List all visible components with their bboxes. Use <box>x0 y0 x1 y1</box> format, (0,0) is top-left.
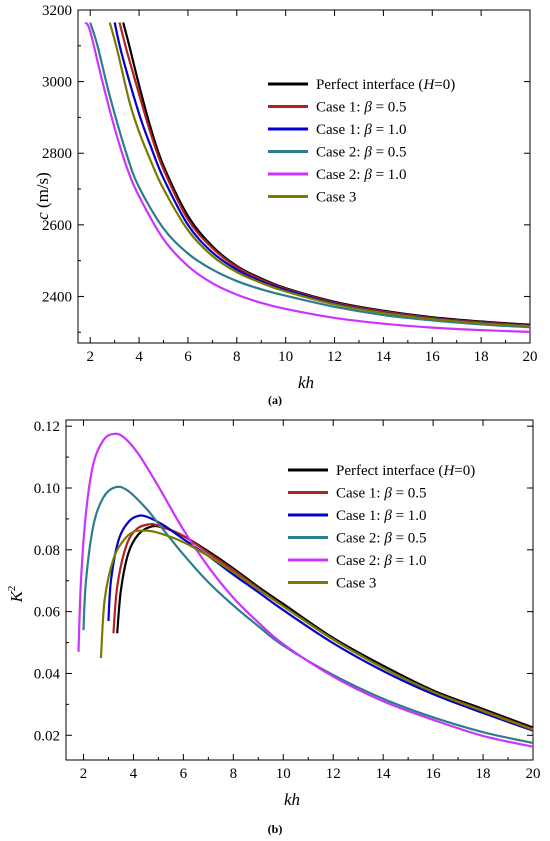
legend-label-4: Case 2: β = 0.5 <box>336 531 427 547</box>
series-line-6 <box>99 529 534 731</box>
legend-label-3: Case 1: β = 1.0 <box>336 508 427 524</box>
legend-label-3: Case 1: β = 1.0 <box>316 122 407 138</box>
panel-b-series <box>77 432 534 748</box>
x-tick-label: 12 <box>327 349 342 365</box>
panel-b-y-axis-title-base: K <box>7 589 26 603</box>
legend-label-2: Case 1: β = 0.5 <box>316 100 407 116</box>
series-line-5 <box>84 21 531 333</box>
x-tick-label: 2 <box>86 349 94 365</box>
panel-b-chart: 2 4 6 8 10 12 14 16 18 20 0.02 0.04 0.06 0.08 0.10 0.12… <box>6 419 541 836</box>
series-line-1 <box>116 524 534 729</box>
panel-a-x-axis-title: kh <box>298 373 314 392</box>
panel-b-y-axis-title-sup: 2 <box>6 586 18 592</box>
y-tick-label: 0.12 <box>34 419 60 435</box>
series-line-4 <box>89 22 531 329</box>
legend-label-5: Case 2: β = 1.0 <box>336 553 427 569</box>
x-tick-label: 10 <box>276 766 291 782</box>
panel-a-y-axis-title-var: c <box>33 212 52 220</box>
x-tick-label: 8 <box>233 349 241 365</box>
x-tick-label: 8 <box>230 766 238 782</box>
series-line-3 <box>107 514 534 732</box>
x-tick-label: 18 <box>476 766 491 782</box>
y-tick-label: 3000 <box>42 75 72 91</box>
x-tick-label: 20 <box>523 349 538 365</box>
panel-a-y-axis-title-unit: (m/s) <box>33 172 52 212</box>
x-tick-label: 16 <box>425 349 441 365</box>
y-tick-label: 0.10 <box>34 481 60 497</box>
panel-a-plot-frame <box>77 9 531 344</box>
x-tick-label: 16 <box>426 766 442 782</box>
plot-frame <box>77 9 531 344</box>
series-line-6 <box>108 22 531 328</box>
panel-b-ticks: 2 4 6 8 10 12 14 16 18 20 0.02 0.04 0.06 0.08 0.10 0.12 <box>34 419 541 782</box>
y-tick-label: 0.04 <box>34 666 61 682</box>
panel-a-label: (a) <box>268 393 282 407</box>
series-line-2 <box>112 522 534 731</box>
y-tick-label: 2400 <box>42 289 72 305</box>
panel-a-legend: Perfect interface (H=0) Case 1: β = 0.5 Ca… <box>268 77 455 206</box>
legend-label-2: Case 1: β = 0.5 <box>336 486 427 502</box>
x-tick-label: 6 <box>180 766 188 782</box>
y-tick-label: 0.06 <box>34 605 61 621</box>
y-tick-label: 3200 <box>42 3 72 19</box>
panel-a-ticks: 2 4 6 8 10 12 14 16 18 20 2400 2600 2800 3000 3200 <box>42 3 538 365</box>
x-tick-label: 6 <box>184 349 192 365</box>
x-tick-label: 14 <box>376 349 392 365</box>
panel-b-x-axis-title: kh <box>284 790 300 809</box>
y-tick-label: 0.02 <box>34 728 60 744</box>
series-line-4 <box>82 485 534 745</box>
x-tick-label: 2 <box>80 766 88 782</box>
legend-label-4: Case 2: β = 0.5 <box>316 145 407 161</box>
y-tick-label: 2800 <box>42 146 72 162</box>
series-line-5 <box>77 432 534 748</box>
panel-b-legend: Perfect interface (H=0) Case 1: β = 0.5 Ca… <box>288 463 475 592</box>
x-tick-label: 20 <box>526 766 541 782</box>
panel-a-series <box>84 21 531 333</box>
y-tick-label: 0.08 <box>34 543 60 559</box>
x-tick-label: 14 <box>376 766 392 782</box>
legend-label-5: Case 2: β = 1.0 <box>316 167 407 183</box>
legend-label-1: Perfect interface (H=0) <box>316 77 455 93</box>
x-tick-label: 12 <box>326 766 341 782</box>
x-tick-label: 4 <box>130 766 138 782</box>
panel-a-y-axis-title: c (m/s) <box>33 172 52 220</box>
plot-frame <box>65 419 534 761</box>
panel-b-label: (b) <box>268 822 283 836</box>
panel-b-plot-frame <box>65 419 534 761</box>
panel-a-chart: 2 4 6 8 10 12 14 16 18 20 2400 2600 2800 3000 3200 Per… <box>33 3 538 407</box>
x-tick-label: 18 <box>474 349 489 365</box>
legend-label-1: Perfect interface (H=0) <box>336 463 475 479</box>
panel-b-y-axis-title: K2 <box>6 586 26 604</box>
x-tick-label: 4 <box>135 349 143 365</box>
y-tick-label: 2600 <box>42 218 72 234</box>
legend-label-6: Case 3 <box>336 576 376 592</box>
x-tick-label: 10 <box>278 349 293 365</box>
legend-label-6: Case 3 <box>316 190 356 206</box>
